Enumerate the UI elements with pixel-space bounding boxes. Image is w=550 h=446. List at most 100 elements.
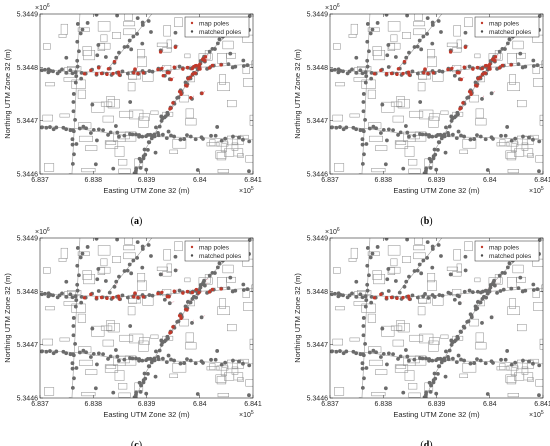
- building-outline: [392, 339, 404, 347]
- chart-panel-d: 6.837 6.838 6.839 6.84 6.841 5.3446 5.3447 5.34…: [293, 227, 550, 446]
- map-pole-point: [213, 133, 218, 138]
- building-outline: [60, 23, 68, 35]
- map-pole-point: [363, 294, 368, 299]
- map-pole-point: [439, 360, 444, 365]
- map-pole-point: [401, 390, 406, 395]
- map-pole-point: [452, 297, 457, 302]
- map-pole-point: [358, 128, 363, 133]
- building-outline: [417, 306, 426, 316]
- building-outline: [510, 367, 517, 376]
- matched-pole-point: [384, 72, 389, 76]
- building-outline: [60, 247, 68, 259]
- map-pole-point: [114, 279, 119, 284]
- map-pole-point: [226, 286, 231, 291]
- map-pole-point: [193, 137, 198, 142]
- matched-pole-point: [450, 66, 454, 71]
- map-pole-point: [164, 360, 169, 365]
- legend-label-matched-poles: matched poles: [489, 29, 532, 36]
- building-outline: [44, 387, 55, 396]
- map-pole-point: [423, 291, 427, 296]
- y-tick-label: 5.3447: [307, 342, 329, 349]
- map-pole-point: [430, 265, 435, 270]
- building-outline: [106, 96, 115, 108]
- map-pole-point: [143, 152, 148, 157]
- map-pole-point: [241, 58, 246, 63]
- map-pole-point: [521, 358, 525, 363]
- map-pole-point: [207, 273, 212, 278]
- map-pole-point: [415, 268, 420, 273]
- building-outline: [397, 99, 410, 109]
- map-pole-point: [531, 64, 536, 68]
- map-pole-point: [85, 21, 90, 25]
- map-pole-point: [108, 130, 113, 135]
- map-pole-point: [437, 69, 442, 73]
- map-pole-point: [531, 282, 536, 287]
- map-pole-point: [68, 128, 73, 133]
- map-pole-point: [440, 293, 445, 298]
- map-pole-point: [463, 254, 468, 259]
- x-tick-label: 6.84: [193, 177, 207, 184]
- map-pole-point: [468, 361, 473, 366]
- y-tick-label: 5.3446: [17, 396, 39, 403]
- building-outline: [119, 334, 134, 342]
- map-pole-point: [95, 53, 100, 58]
- map-pole-point: [74, 366, 79, 370]
- map-pole-point: [207, 49, 212, 54]
- map-pole-point: [454, 360, 459, 365]
- building-outline: [353, 301, 367, 306]
- map-pole-point: [140, 244, 145, 249]
- map-pole-point: [489, 91, 494, 96]
- map-pole-point: [485, 392, 490, 396]
- chart-panel-c: 6.837 6.838 6.839 6.84 6.841 5.3446 5.3447 5.34…: [3, 227, 262, 446]
- map-pole-point: [454, 136, 459, 141]
- map-pole-point: [475, 289, 480, 294]
- map-pole-point: [386, 43, 391, 47]
- map-pole-point: [420, 132, 425, 137]
- building-outline: [357, 66, 372, 71]
- matched-pole-point: [133, 67, 137, 71]
- map-pole-point: [516, 286, 521, 291]
- map-pole-point: [365, 22, 370, 26]
- map-pole-point: [523, 288, 528, 293]
- map-pole-point: [393, 55, 398, 59]
- map-pole-point: [77, 49, 81, 54]
- legend-label-map-poles: map poles: [489, 20, 520, 27]
- map-pole-point: [217, 261, 222, 266]
- map-pole-point: [391, 128, 395, 133]
- building-outline: [79, 359, 93, 366]
- map-pole-point: [73, 80, 78, 85]
- map-pole-point: [73, 70, 78, 75]
- map-pole-point: [241, 288, 246, 292]
- matched-pole-point: [112, 59, 117, 64]
- map-pole-point: [509, 286, 514, 291]
- map-pole-point: [54, 349, 59, 354]
- building-outline: [512, 264, 524, 274]
- building-outline: [373, 50, 386, 61]
- map-pole-point: [466, 319, 471, 324]
- building-outline: [166, 263, 172, 273]
- map-pole-point: [71, 324, 76, 328]
- map-pole-point: [131, 258, 136, 263]
- map-pole-point: [380, 102, 385, 107]
- map-pole-point: [483, 137, 488, 142]
- panel-label-close: ): [139, 216, 142, 227]
- building-outline: [533, 78, 543, 87]
- map-pole-point: [417, 38, 422, 43]
- map-pole-point: [354, 279, 359, 284]
- chart-panel-a: 6.837 6.838 6.839 6.84 6.841 5.3446 5.3447 5.34…: [3, 3, 262, 227]
- building-outline: [456, 263, 462, 273]
- building-outline: [507, 306, 521, 316]
- map-pole-point: [135, 240, 140, 244]
- building-outline: [104, 364, 119, 373]
- map-pole-point: [79, 294, 84, 299]
- map-pole-point: [475, 306, 480, 311]
- building-outline: [123, 21, 136, 27]
- map-pole-point: [223, 136, 228, 141]
- legend: map poles matched poles: [474, 16, 540, 38]
- map-pole-point: [434, 167, 439, 172]
- legend-marker-matched-poles: [190, 254, 194, 257]
- map-pole-point: [162, 297, 167, 302]
- map-pole-point: [215, 349, 220, 353]
- matched-pole-point: [483, 63, 488, 68]
- map-pole-point: [51, 293, 55, 298]
